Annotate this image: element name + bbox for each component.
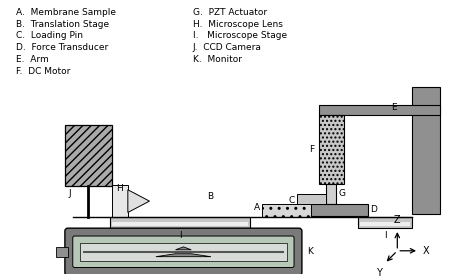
Text: H.  Microscope Lens: H. Microscope Lens xyxy=(193,20,283,29)
Bar xyxy=(80,243,287,261)
Bar xyxy=(319,105,439,115)
Text: F: F xyxy=(310,145,315,154)
Text: X: X xyxy=(423,246,429,256)
Text: A: A xyxy=(254,203,260,212)
Bar xyxy=(112,222,248,226)
Text: J.  CCD Camera: J. CCD Camera xyxy=(193,43,262,52)
Bar xyxy=(358,217,412,228)
Text: I: I xyxy=(383,231,386,240)
Text: H: H xyxy=(117,184,123,193)
Text: K: K xyxy=(307,247,313,256)
Text: K.  Monitor: K. Monitor xyxy=(193,55,242,64)
Bar xyxy=(262,204,311,217)
Bar xyxy=(304,204,368,217)
Text: G: G xyxy=(338,189,345,198)
Polygon shape xyxy=(128,190,149,213)
Bar xyxy=(56,247,68,257)
Text: Y: Y xyxy=(376,268,382,278)
Polygon shape xyxy=(175,247,191,250)
Polygon shape xyxy=(156,254,211,257)
Bar xyxy=(319,115,344,184)
Text: E: E xyxy=(391,103,397,112)
Bar xyxy=(412,86,439,214)
Text: Z: Z xyxy=(394,215,401,225)
Text: B.  Translation Stage: B. Translation Stage xyxy=(16,20,109,29)
Text: C: C xyxy=(289,196,295,205)
Bar xyxy=(65,125,112,186)
Text: G.  PZT Actuator: G. PZT Actuator xyxy=(193,8,267,17)
Text: E.  Arm: E. Arm xyxy=(16,55,48,64)
Text: I: I xyxy=(179,231,181,240)
FancyBboxPatch shape xyxy=(73,236,294,268)
Bar xyxy=(297,194,327,204)
Bar xyxy=(360,222,410,226)
Text: J: J xyxy=(69,189,72,198)
Text: F.  DC Motor: F. DC Motor xyxy=(16,67,70,76)
Bar xyxy=(112,185,128,217)
Text: D.  Force Transducer: D. Force Transducer xyxy=(16,43,108,52)
FancyBboxPatch shape xyxy=(65,228,302,275)
Text: I.   Microscope Stage: I. Microscope Stage xyxy=(193,32,287,40)
Bar xyxy=(110,217,250,228)
Text: D: D xyxy=(370,205,377,215)
Bar xyxy=(327,184,337,204)
Text: A.  Membrane Sample: A. Membrane Sample xyxy=(16,8,116,17)
Text: B: B xyxy=(208,192,213,201)
Text: C.  Loading Pin: C. Loading Pin xyxy=(16,32,83,40)
